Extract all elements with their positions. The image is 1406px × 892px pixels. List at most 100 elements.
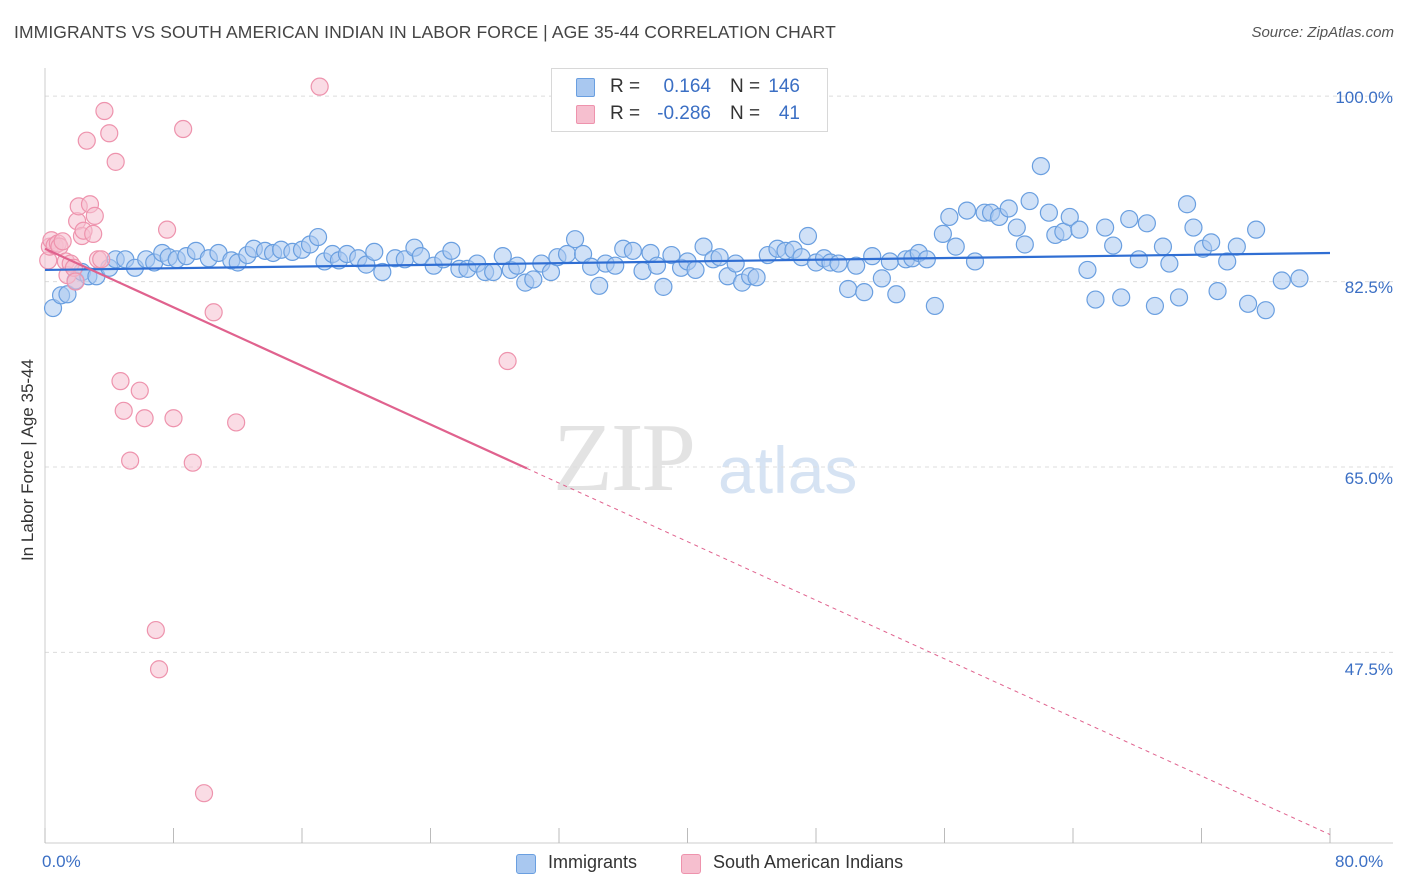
immigrants-point [747,268,766,287]
legend-row-sai: R = -0.286 N = 41 [552,102,827,128]
sai-point [149,660,169,679]
sai-legend-swatch [681,854,701,874]
immigrants-point [726,254,745,273]
watermark-zip: ZIP [553,404,696,512]
sai-point [111,372,130,391]
sai-point [66,272,85,291]
immigrants-point [590,276,609,295]
immigrants-point [1015,235,1034,254]
sai-point [114,401,133,420]
immigrants-point [798,226,818,246]
x-tick-label: 80.0% [1335,852,1384,871]
y-tick-label: 100.0% [1335,88,1393,107]
sai-point [146,620,165,640]
sai-point [310,77,329,96]
immigrants-point [1227,237,1246,256]
immigrants-point [1247,220,1266,239]
immigrants-point [925,296,944,316]
immigrants-point [373,262,392,282]
sai-point [164,409,183,428]
sai-point [85,206,104,225]
sai-trend-line [44,247,528,470]
immigrants-point [1160,254,1179,273]
immigrants-point [557,244,577,264]
immigrants-point [1007,218,1026,237]
immigrants-point [1145,296,1165,316]
sai-swatch [576,105,595,124]
sai-point [95,101,114,121]
immigrants-point [623,241,642,260]
immigrants-trend-line [44,251,1331,272]
axes [44,68,1393,844]
sai-point [106,152,125,171]
immigrants-point [847,256,866,275]
immigrants-point [710,248,729,267]
immigrants-point [1153,237,1173,256]
immigrants-point [1096,218,1115,237]
immigrants-point [565,230,585,249]
immigrants-point [880,252,899,271]
immigrants-point [946,237,965,256]
y-tick-label: 82.5% [1344,278,1393,297]
immigrants-point [654,277,673,296]
immigrants-point [839,279,858,299]
immigrants-point [965,252,985,271]
sai-point [84,224,103,243]
immigrants-point [933,224,952,243]
immigrants-point [1184,218,1203,237]
immigrants-point [508,256,527,275]
immigrants-point [694,237,713,256]
n-label: N = [730,76,761,97]
immigrants-point [1202,233,1221,252]
n-value: 41 [778,103,800,124]
sai-point [77,131,96,150]
immigrants-point [606,256,625,275]
sai-point [100,124,119,143]
sai-trend-extension [526,467,1331,835]
n-label: N = [730,103,761,124]
immigrants-point [855,283,874,302]
correlation-legend: R = 0.164 N = 146 R = -0.286 N = 41 [551,68,828,132]
immigrants-point [872,269,891,288]
source-credit: Source: ZipAtlas.com [1251,24,1394,41]
n-value: 146 [768,76,800,97]
immigrants-point [647,256,667,275]
immigrants-legend-swatch [516,854,536,874]
immigrants-point [1137,214,1156,233]
immigrants-point [1078,260,1097,280]
r-value: 0.164 [663,76,711,97]
sai-point [183,453,202,472]
immigrants-point [1290,269,1309,288]
y-tick-label: 47.5% [1344,660,1393,679]
immigrants-point [887,285,906,304]
immigrants-point [1120,209,1139,229]
legend-row-immigrants: R = 0.164 N = 146 [552,75,827,101]
immigrants-point [1208,281,1227,301]
immigrants-point [1020,191,1039,211]
immigrants-point [1169,288,1189,307]
immigrants-point [1256,301,1275,320]
immigrants-point [365,242,384,262]
r-value: -0.286 [657,103,711,124]
sai-point [135,409,154,428]
immigrants-point [1060,207,1079,227]
immigrants-point [442,241,461,260]
immigrants-point [524,270,543,289]
immigrants-point [863,247,882,266]
immigrants-point [957,201,977,220]
immigrants-point [1177,195,1197,214]
sai-point [498,351,517,371]
immigrants-point [1218,252,1237,271]
series-legend: Immigrants South American Indians [0,852,1406,878]
sai-point [130,381,149,400]
immigrants-point [484,262,503,282]
immigrants-swatch [576,78,595,97]
immigrants-point [1272,271,1291,290]
y-tick-label: 65.0% [1344,469,1393,488]
sai-point [227,413,246,432]
immigrants-point [1112,288,1131,307]
immigrants-point [662,245,681,265]
x-tick-label: 0.0% [42,852,81,871]
immigrants-point [1086,290,1105,309]
